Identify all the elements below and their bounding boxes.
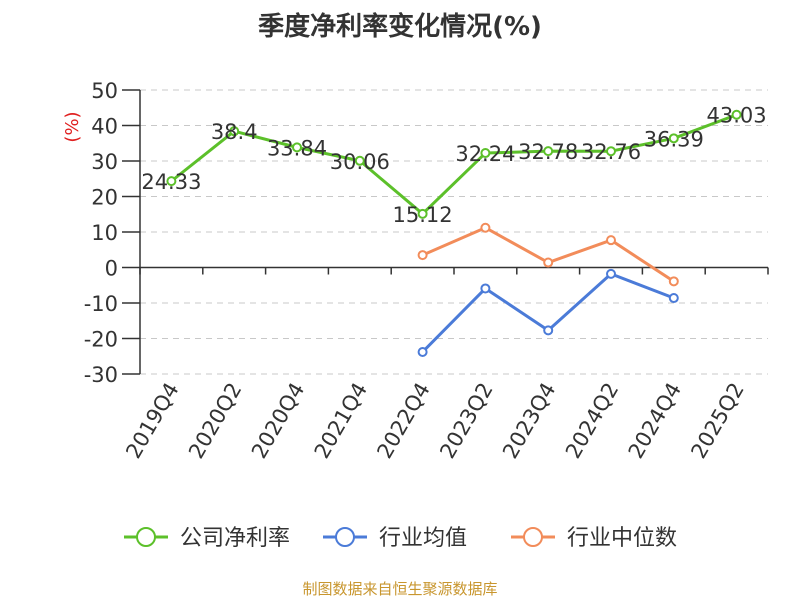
- data-point: [480, 283, 491, 294]
- data-point: [480, 222, 491, 233]
- data-label: 30.06: [330, 150, 390, 174]
- x-tick-label: 2024Q4: [624, 379, 686, 463]
- data-label: 32.76: [581, 140, 641, 164]
- data-label: 32.24: [455, 142, 515, 166]
- y-tick-label: 30: [91, 150, 118, 174]
- data-label: 15.12: [393, 203, 453, 227]
- x-tick-label: 2025Q2: [686, 379, 748, 463]
- y-tick-label: 50: [91, 79, 118, 103]
- legend-swatch-marker: [523, 527, 543, 547]
- data-label: 36.39: [644, 127, 704, 151]
- x-tick-label: 2020Q2: [184, 379, 246, 463]
- y-tick-label: -20: [84, 328, 118, 352]
- data-point: [417, 208, 428, 219]
- data-label: 33.84: [267, 136, 327, 160]
- data-point: [606, 146, 616, 157]
- legend-swatch-marker: [136, 527, 156, 547]
- x-tick-label: 2023Q2: [435, 379, 497, 463]
- data-point: [543, 325, 554, 336]
- data-point: [480, 148, 491, 159]
- data-point: [354, 155, 365, 166]
- y-tick-label: 40: [91, 115, 118, 139]
- data-point: [606, 268, 616, 279]
- x-tick-label: 2024Q2: [561, 379, 623, 463]
- data-point: [417, 250, 428, 261]
- y-tick-label: -30: [84, 363, 118, 387]
- data-point: [668, 133, 679, 144]
- legend-label: 行业中位数: [567, 526, 677, 551]
- data-source-note: 制图数据来自恒生聚源数据库: [302, 580, 498, 598]
- x-tick-label: 2020Q4: [247, 379, 309, 463]
- y-tick-label: 10: [91, 221, 118, 245]
- y-tick-label: -10: [84, 292, 118, 316]
- x-tick-label: 2021Q4: [310, 379, 372, 463]
- legend: 公司净利率 行业均值 行业中位数: [124, 526, 677, 551]
- x-tick-label: 2019Q4: [121, 379, 183, 463]
- y-tick-label: 0: [105, 257, 118, 281]
- data-point: [166, 176, 177, 187]
- data-point: [417, 346, 428, 357]
- series-line: [422, 226, 675, 283]
- data-point: [731, 109, 742, 120]
- data-point: [668, 293, 679, 304]
- series-line: [421, 272, 675, 354]
- legend-label: 行业均值: [379, 526, 467, 551]
- grid-layer: [140, 89, 768, 375]
- data-label: 38.4: [211, 120, 258, 144]
- y-axis-label: (%): [62, 111, 83, 142]
- chart-title: 季度净利率变化情况(%): [258, 12, 542, 42]
- data-point: [229, 126, 240, 137]
- series-line: [170, 113, 738, 216]
- data-point: [543, 257, 554, 268]
- data-point: [543, 146, 554, 157]
- data-point: [606, 235, 616, 246]
- legend-swatch-marker: [335, 527, 355, 547]
- y-tick-label: 20: [91, 186, 118, 210]
- legend-label: 公司净利率: [180, 526, 290, 551]
- data-point: [668, 276, 679, 287]
- data-label: 43.03: [707, 104, 767, 128]
- data-label: 32.78: [518, 140, 578, 164]
- x-tick-label: 2022Q4: [372, 378, 434, 462]
- data-point: [292, 142, 302, 153]
- series-layer: [166, 109, 742, 357]
- x-tick-label: 2023Q4: [498, 379, 560, 463]
- data-label: 24.33: [141, 170, 201, 194]
